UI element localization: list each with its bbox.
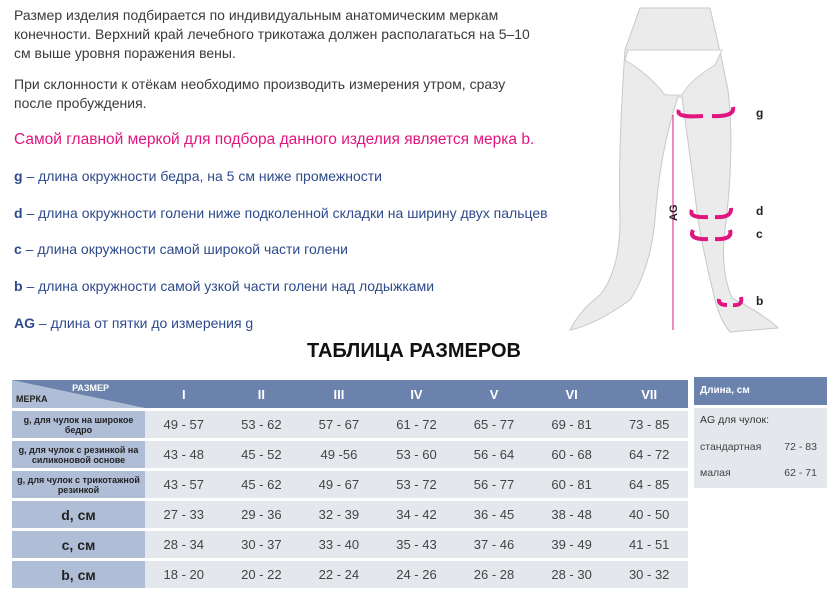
table-cell: 27 - 33 xyxy=(145,501,223,528)
text-line: При склонности к отёкам необходимо произ… xyxy=(14,76,506,92)
table-cell: 49 - 57 xyxy=(145,411,223,438)
table-cell: 18 - 20 xyxy=(145,561,223,588)
table-cell: 32 - 39 xyxy=(300,501,378,528)
row-label: g, для чулок на широкое бедро xyxy=(12,411,145,438)
table-title: ТАБЛИЦА РАЗМЕРОВ xyxy=(307,340,521,362)
table-cell: 73 - 85 xyxy=(610,411,688,438)
measure-g: g – длина окружности бедра, на 5 см ниже… xyxy=(14,168,382,184)
length-item-name: стандартная xyxy=(700,441,762,453)
table-cell: 65 - 77 xyxy=(455,411,533,438)
table-cell: 53 - 60 xyxy=(377,441,456,468)
size-header: VI xyxy=(532,380,611,408)
table-cell: 53 - 62 xyxy=(222,411,301,438)
table-cell: 39 - 49 xyxy=(532,531,611,558)
table-cell: 56 - 77 xyxy=(455,471,533,498)
row-label: g, для чулок с резинкой на силиконовой о… xyxy=(12,441,145,468)
table-cell: 30 - 32 xyxy=(610,561,688,588)
measure-arrows xyxy=(676,106,744,308)
intro-paragraph-1: Размер изделия подбирается по индивидуал… xyxy=(14,6,530,63)
size-header: VII xyxy=(610,380,688,408)
table-row: g, для чулок с трикотажной резинкой 43 - … xyxy=(12,471,688,498)
label-c: c xyxy=(756,227,763,241)
length-item-value: 62 - 71 xyxy=(784,467,817,479)
table-cell: 29 - 36 xyxy=(222,501,301,528)
table-cell: 28 - 30 xyxy=(532,561,611,588)
table-cell: 43 - 57 xyxy=(145,471,223,498)
size-header: II xyxy=(222,380,301,408)
table-cell: 40 - 50 xyxy=(610,501,688,528)
table-cell: 37 - 46 xyxy=(455,531,533,558)
table-cell: 22 - 24 xyxy=(300,561,378,588)
row-label: g, для чулок с трикотажной резинкой xyxy=(12,471,145,498)
table-cell: 30 - 37 xyxy=(222,531,301,558)
leg-figure: g d c b AG xyxy=(569,7,780,333)
table-cell: 60 - 68 xyxy=(532,441,611,468)
row-label: c, см xyxy=(12,531,145,558)
label-d: d xyxy=(756,204,763,218)
table-cell: 53 - 72 xyxy=(377,471,456,498)
measure-d: d – длина окружности голени ниже подколе… xyxy=(14,205,548,221)
table-cell: 49 -56 xyxy=(300,441,378,468)
text-line: после пробуждения. xyxy=(14,95,147,111)
measure-b: b – длина окружности самой узкой части г… xyxy=(14,278,435,294)
text-line: см выше уровня поражения вены. xyxy=(14,45,236,61)
table-cell: 49 - 67 xyxy=(300,471,378,498)
table-cell: 61 - 72 xyxy=(377,411,456,438)
measure-ag: AG – длина от пятки до измерения g xyxy=(14,315,254,331)
text-line: конечности. Верхний край лечебного трико… xyxy=(14,26,530,42)
table-cell: 38 - 48 xyxy=(532,501,611,528)
size-header: IV xyxy=(377,380,456,408)
label-ag: AG xyxy=(668,205,680,222)
length-panel: Длина, см AG для чулок: стандартная 72 -… xyxy=(694,377,827,488)
length-subtitle: AG для чулок: xyxy=(700,414,770,426)
table-cell: 28 - 34 xyxy=(145,531,223,558)
table-row: g, для чулок с резинкой на силиконовой о… xyxy=(12,441,688,468)
table-cell: 41 - 51 xyxy=(610,531,688,558)
table-row: d, см 27 - 33 29 - 36 32 - 39 34 - 42 36 - 45… xyxy=(12,501,688,528)
table-cell: 45 - 62 xyxy=(222,471,301,498)
table-cell: 36 - 45 xyxy=(455,501,533,528)
table-cell: 64 - 72 xyxy=(610,441,688,468)
table-row: g, для чулок на широкое бедро 49 - 57 53 -… xyxy=(12,411,688,438)
table-cell: 24 - 26 xyxy=(377,561,456,588)
size-header: V xyxy=(455,380,533,408)
intro-paragraph-2: При склонности к отёкам необходимо произ… xyxy=(14,75,505,113)
table-cell: 33 - 40 xyxy=(300,531,378,558)
corner-header: РАЗМЕР МЕРКА xyxy=(12,380,145,408)
table-cell: 34 - 42 xyxy=(377,501,456,528)
label-b: b xyxy=(756,294,763,308)
highlight-text: Самой главной меркой для подбора данного… xyxy=(14,131,535,148)
row-label: b, см xyxy=(12,561,145,588)
table-cell: 57 - 67 xyxy=(300,411,378,438)
table-cell: 45 - 52 xyxy=(222,441,301,468)
table-cell: 26 - 28 xyxy=(455,561,533,588)
table-cell: 56 - 64 xyxy=(455,441,533,468)
table-row: b, см 18 - 20 20 - 22 22 - 24 24 - 26 26 - 28… xyxy=(12,561,688,588)
table-cell: 60 - 81 xyxy=(532,471,611,498)
table-cell: 69 - 81 xyxy=(532,411,611,438)
label-g: g xyxy=(756,106,763,120)
length-item-name: малая xyxy=(700,467,731,479)
row-label: d, см xyxy=(12,501,145,528)
length-header: Длина, см xyxy=(694,377,827,405)
table-cell: 64 - 85 xyxy=(610,471,688,498)
table-cell: 43 - 48 xyxy=(145,441,223,468)
size-header: I xyxy=(145,380,223,408)
table-cell: 35 - 43 xyxy=(377,531,456,558)
measure-c: c – длина окружности самой широкой части… xyxy=(14,241,348,257)
table-cell: 20 - 22 xyxy=(222,561,301,588)
text-line: Размер изделия подбирается по индивидуал… xyxy=(14,7,499,23)
size-table: РАЗМЕР МЕРКА I II III IV V VI VII g, для чулок … xyxy=(12,377,688,591)
length-item-value: 72 - 83 xyxy=(784,441,817,453)
size-header: III xyxy=(300,380,378,408)
table-row: c, см 28 - 34 30 - 37 33 - 40 35 - 43 37 - 46… xyxy=(12,531,688,558)
